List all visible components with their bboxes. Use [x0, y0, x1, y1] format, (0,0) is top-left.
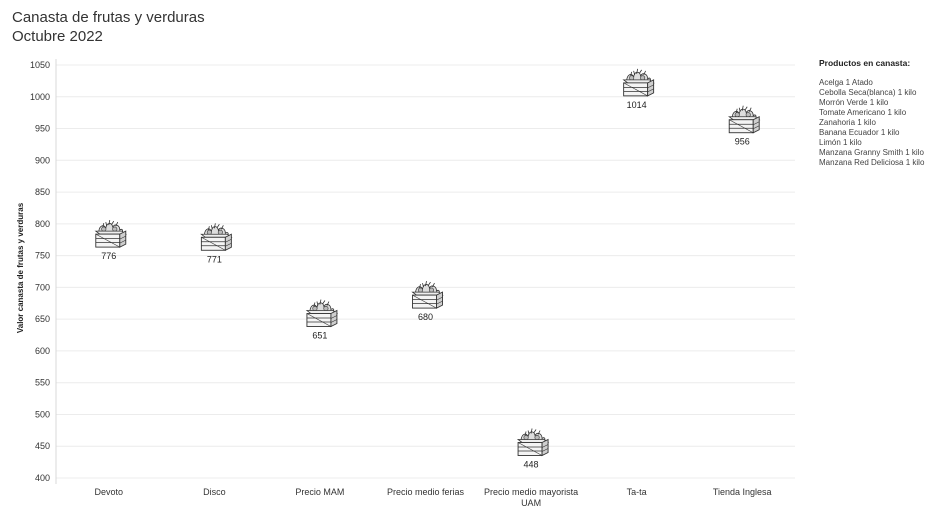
x-axis-ticks: Devoto Disco Precio MAM Precio medio ferias…	[95, 487, 772, 508]
x-tick-label-line: Tienda Inglesa	[713, 487, 772, 497]
x-tick-label-line: Precio medio mayorista	[484, 487, 578, 497]
legend-item: Cebolla Seca(blanca) 1 kilo	[819, 88, 917, 97]
x-tick-label-line: Precio MAM	[295, 487, 344, 497]
x-tick-label-line: Precio medio ferias	[387, 487, 465, 497]
y-tick-label: 950	[35, 124, 50, 134]
x-tick-label: Disco	[203, 487, 226, 497]
chart-title-line2: Octubre 2022	[12, 28, 103, 45]
legend-item: Manzana Granny Smith 1 kilo	[819, 148, 924, 157]
y-axis-label: Valor canasta de frutas y verduras	[16, 202, 25, 333]
y-axis-ticks: 400 450 500 550 600 650 700 750 800 850 900 950 1000…	[30, 60, 50, 483]
x-tick-label: Precio MAM	[295, 487, 344, 497]
y-tick-label: 700	[35, 282, 50, 292]
y-tick-label: 850	[35, 187, 50, 197]
data-label: 1014	[627, 100, 647, 110]
y-tick-label: 600	[35, 346, 50, 356]
y-tick-label: 550	[35, 378, 50, 388]
products-legend: Productos en canasta: Acelga 1 Atado Cebo…	[819, 58, 924, 168]
y-tick-label: 900	[35, 155, 50, 165]
y-tick-label: 650	[35, 314, 50, 324]
data-label: 651	[312, 331, 327, 341]
legend-item: Banana Ecuador 1 kilo	[819, 128, 900, 137]
data-label: 448	[524, 460, 539, 470]
data-point-crate-icon	[728, 105, 760, 134]
data-point-crate-icon	[517, 428, 549, 456]
x-tick-label-line: Disco	[203, 487, 226, 497]
chart-title-line1: Canasta de frutas y verduras	[12, 9, 205, 26]
data-marks: 776 771 651 680 448 1014 956	[95, 68, 760, 470]
legend-item: Zanahoria 1 kilo	[819, 118, 876, 127]
y-tick-label: 1000	[30, 92, 50, 102]
legend-item: Acelga 1 Atado	[819, 78, 873, 87]
legend-items: Acelga 1 Atado Cebolla Seca(blanca) 1 kil…	[819, 78, 924, 168]
y-tick-label: 800	[35, 219, 50, 229]
y-tick-label: 450	[35, 441, 50, 451]
x-tick-label: Precio medio ferias	[387, 487, 465, 497]
x-tick-label: Ta-ta	[627, 487, 647, 497]
chart-title: Canasta de frutas y verduras Octubre 202…	[12, 8, 205, 46]
y-tick-label: 1050	[30, 60, 50, 70]
x-tick-label-line: UAM	[521, 498, 541, 508]
chart-plot: 400 450 500 550 600 650 700 750 800 850 900 950 1000…	[16, 59, 795, 508]
x-tick-label: Precio medio mayorista UAM	[484, 487, 578, 508]
y-tick-label: 500	[35, 409, 50, 419]
legend-title: Productos en canasta:	[819, 58, 911, 68]
data-point-crate-icon	[623, 68, 655, 97]
data-point-crate-icon	[200, 222, 232, 251]
data-label: 771	[207, 254, 222, 264]
x-tick-label-line: Devoto	[95, 487, 124, 497]
grid-lines	[55, 59, 795, 484]
legend-item: Limón 1 kilo	[819, 138, 862, 147]
data-label: 956	[735, 137, 750, 147]
data-point-crate-icon	[412, 280, 443, 309]
legend-item: Tomate Americano 1 kilo	[819, 108, 907, 117]
y-tick-label: 400	[35, 473, 50, 483]
x-tick-label: Devoto	[95, 487, 124, 497]
y-tick-label: 750	[35, 251, 50, 261]
data-label: 680	[418, 312, 433, 322]
x-tick-label: Tienda Inglesa	[713, 487, 772, 497]
x-tick-label-line: Ta-ta	[627, 487, 647, 497]
data-label: 776	[101, 251, 116, 261]
legend-item: Morrón Verde 1 kilo	[819, 98, 889, 107]
data-point-crate-icon	[306, 299, 338, 327]
legend-item: Manzana Red Deliciosa 1 kilo	[819, 158, 925, 167]
